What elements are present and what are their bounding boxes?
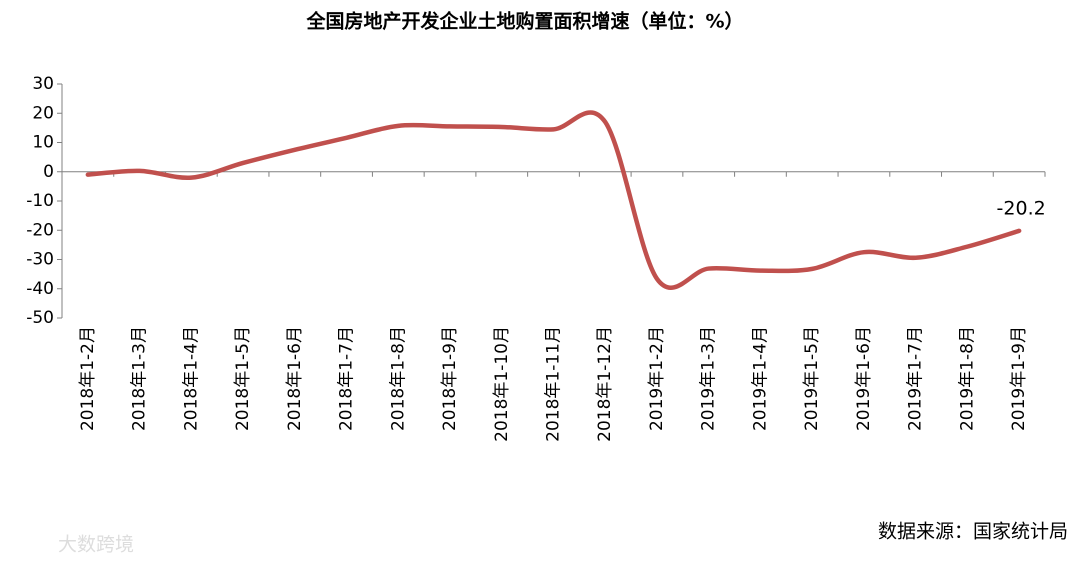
y-tick-label: 0 bbox=[43, 162, 54, 182]
y-tick-label: -50 bbox=[26, 308, 54, 328]
x-tick-label: 2018年1-3月 bbox=[130, 326, 150, 431]
x-tick-label: 2019年1-7月 bbox=[906, 326, 926, 431]
x-tick-label: 2019年1-5月 bbox=[802, 326, 822, 431]
x-tick-label: 2018年1-9月 bbox=[440, 326, 460, 431]
x-tick-label: 2019年1-8月 bbox=[957, 326, 977, 431]
x-tick-label: 2019年1-2月 bbox=[647, 326, 667, 431]
x-tick-label: 2018年1-5月 bbox=[233, 326, 253, 431]
y-tick-label: -40 bbox=[26, 279, 54, 299]
line bbox=[85, 110, 1022, 290]
y-tick-label: -30 bbox=[26, 250, 54, 270]
x-tick-label: 2019年1-6月 bbox=[854, 326, 874, 431]
x-tick-label: 2018年1-8月 bbox=[388, 326, 408, 431]
x-tick-label: 2018年1-10月 bbox=[492, 326, 512, 442]
y-tick-label: -10 bbox=[26, 191, 54, 211]
x-tick-label: 2018年1-6月 bbox=[285, 326, 305, 431]
x-tick-label: 2019年1-9月 bbox=[1009, 326, 1029, 431]
y-tick-label: -20 bbox=[26, 220, 54, 240]
x-tick-label: 2018年1-4月 bbox=[181, 326, 201, 431]
chart-title: 全国房地产开发企业土地购置面积增速（单位：%） bbox=[305, 10, 743, 33]
watermark: 大数跨境 bbox=[58, 534, 134, 556]
data-label: -20.2 bbox=[997, 197, 1046, 219]
source: 数据来源：国家统计局 bbox=[878, 521, 1068, 543]
x-tick-label: 2018年1-11月 bbox=[544, 326, 564, 442]
x-tick-label: 2018年1-2月 bbox=[78, 326, 98, 431]
y-tick-label: 30 bbox=[32, 74, 54, 94]
x-tick-label: 2018年1-7月 bbox=[337, 326, 357, 431]
y-tick-label: 20 bbox=[32, 103, 54, 123]
x-tick-label: 2019年1-3月 bbox=[699, 326, 719, 431]
x-tick-label: 2019年1-4月 bbox=[750, 326, 770, 431]
y-tick-label: 10 bbox=[32, 133, 54, 153]
x-tick-label: 2018年1-12月 bbox=[595, 326, 615, 442]
